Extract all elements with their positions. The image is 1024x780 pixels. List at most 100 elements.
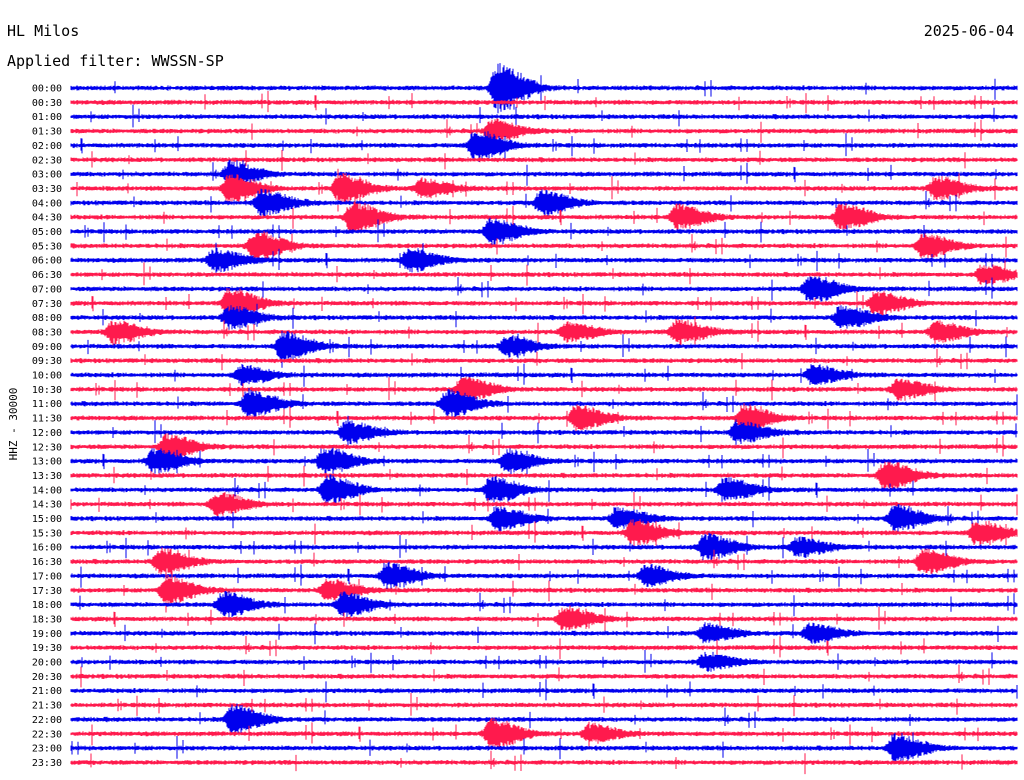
row-time-label: 08:00	[32, 313, 62, 324]
trace-row-1600	[70, 532, 1018, 562]
row-time-label: 14:00	[32, 485, 62, 496]
trace-row-0000	[70, 63, 1018, 114]
row-time-label: 13:30	[32, 471, 62, 482]
trace-row-1430	[70, 492, 1018, 517]
row-time-label: 00:00	[32, 84, 62, 95]
trace-row-0200	[70, 131, 1018, 162]
row-time-label: 10:30	[32, 385, 62, 396]
trace-row-0030	[70, 91, 1018, 114]
trace-row-2030	[70, 664, 1018, 688]
trace-row-0630	[70, 260, 1018, 286]
trace-row-0830	[70, 316, 1018, 346]
trace-row-0600	[70, 242, 1018, 276]
trace-row-2000	[70, 649, 1018, 673]
row-time-label: 03:30	[32, 184, 62, 195]
row-time-label: 08:30	[32, 327, 62, 338]
row-time-label: 14:30	[32, 500, 62, 511]
trace-row-0130	[70, 118, 1018, 144]
row-time-label: 11:00	[32, 399, 62, 410]
row-time-label: 21:00	[32, 686, 62, 697]
row-time-label: 09:00	[32, 342, 62, 353]
row-time-label: 04:30	[32, 213, 62, 224]
trace-row-1730	[70, 565, 1018, 613]
row-time-label: 17:30	[32, 586, 62, 597]
row-time-label: 09:30	[32, 356, 62, 367]
row-time-label: 02:30	[32, 155, 62, 166]
row-time-label: 04:00	[32, 198, 62, 209]
trace-row-0230	[70, 150, 1018, 171]
filter-label: Applied filter: WWSSN-SP	[7, 52, 224, 70]
row-time-label: 16:30	[32, 557, 62, 568]
row-time-label: 07:00	[32, 284, 62, 295]
trace-row-1000	[70, 363, 1018, 387]
row-time-label: 21:30	[32, 701, 62, 712]
row-time-label: 16:00	[32, 543, 62, 554]
row-time-label: 05:30	[32, 241, 62, 252]
row-time-label: 10:00	[32, 371, 62, 382]
row-time-label: 23:30	[32, 758, 62, 769]
row-time-label: 15:00	[32, 514, 62, 525]
row-time-label: 11:30	[32, 414, 62, 425]
row-time-label: 18:30	[32, 614, 62, 625]
trace-row-1530	[70, 519, 1018, 548]
trace-row-2130	[70, 692, 1018, 717]
trace-row-1630	[70, 547, 1018, 576]
trace-row-1700	[70, 561, 1018, 591]
trace-row-0330	[70, 168, 1018, 212]
row-time-label: 23:00	[32, 744, 62, 755]
trace-row-1400	[70, 474, 1018, 505]
row-time-label: 03:00	[32, 170, 62, 181]
trace-row-0400	[70, 188, 1018, 217]
row-time-label: 22:30	[32, 729, 62, 740]
trace-lines	[70, 63, 1018, 775]
row-time-label: 13:00	[32, 457, 62, 468]
row-time-label: 12:30	[32, 442, 62, 453]
row-time-label: 19:30	[32, 643, 62, 654]
trace-row-0930	[70, 348, 1018, 371]
trace-row-0800	[70, 303, 1018, 330]
trace-row-0500	[70, 217, 1018, 246]
trace-row-1200	[70, 415, 1018, 448]
row-time-label: 07:30	[32, 299, 62, 310]
row-time-label: 06:30	[32, 270, 62, 281]
row-time-label: 01:30	[32, 127, 62, 138]
row-time-label: 20:00	[32, 658, 62, 669]
row-time-label: 20:30	[32, 672, 62, 683]
trace-row-0100	[70, 104, 1018, 128]
trace-row-1900	[70, 622, 1018, 645]
trace-row-0530	[70, 231, 1018, 261]
row-time-label: 02:00	[32, 141, 62, 152]
trace-row-0430	[70, 200, 1018, 234]
trace-row-2330	[70, 750, 1018, 775]
trace-row-1100	[70, 388, 1018, 419]
trace-row-2230	[70, 717, 1018, 750]
station-title: HL Milos	[7, 22, 79, 40]
row-time-label: 12:00	[32, 428, 62, 439]
trace-row-0300	[70, 159, 1018, 192]
date-label: 2025-06-04	[924, 22, 1014, 40]
trace-row-0700	[70, 276, 1018, 303]
trace-row-2100	[70, 679, 1018, 703]
trace-row-1800	[70, 591, 1018, 618]
time-tick-labels: 00:00 00:30 01:00 01:30 02:00 02:30 03:00 03:30…	[32, 84, 62, 769]
trace-row-1300	[70, 447, 1018, 478]
row-time-label: 06:00	[32, 256, 62, 267]
trace-row-1500	[70, 504, 1018, 533]
channel-axis-label: HHZ - 30000	[7, 388, 20, 461]
trace-row-1130	[70, 403, 1018, 435]
row-time-label: 22:00	[32, 715, 62, 726]
trace-row-0730	[70, 288, 1018, 319]
trace-row-1930	[70, 635, 1018, 660]
row-time-label: 05:00	[32, 227, 62, 238]
trace-row-0900	[70, 330, 1018, 368]
row-time-label: 00:30	[32, 98, 62, 109]
trace-row-1830	[70, 605, 1018, 632]
row-time-label: 01:00	[32, 112, 62, 123]
row-time-label: 15:30	[32, 528, 62, 539]
trace-row-2200	[70, 703, 1018, 736]
trace-row-1330	[70, 461, 1018, 490]
trace-row-1030	[70, 376, 1018, 402]
row-time-label: 18:00	[32, 600, 62, 611]
